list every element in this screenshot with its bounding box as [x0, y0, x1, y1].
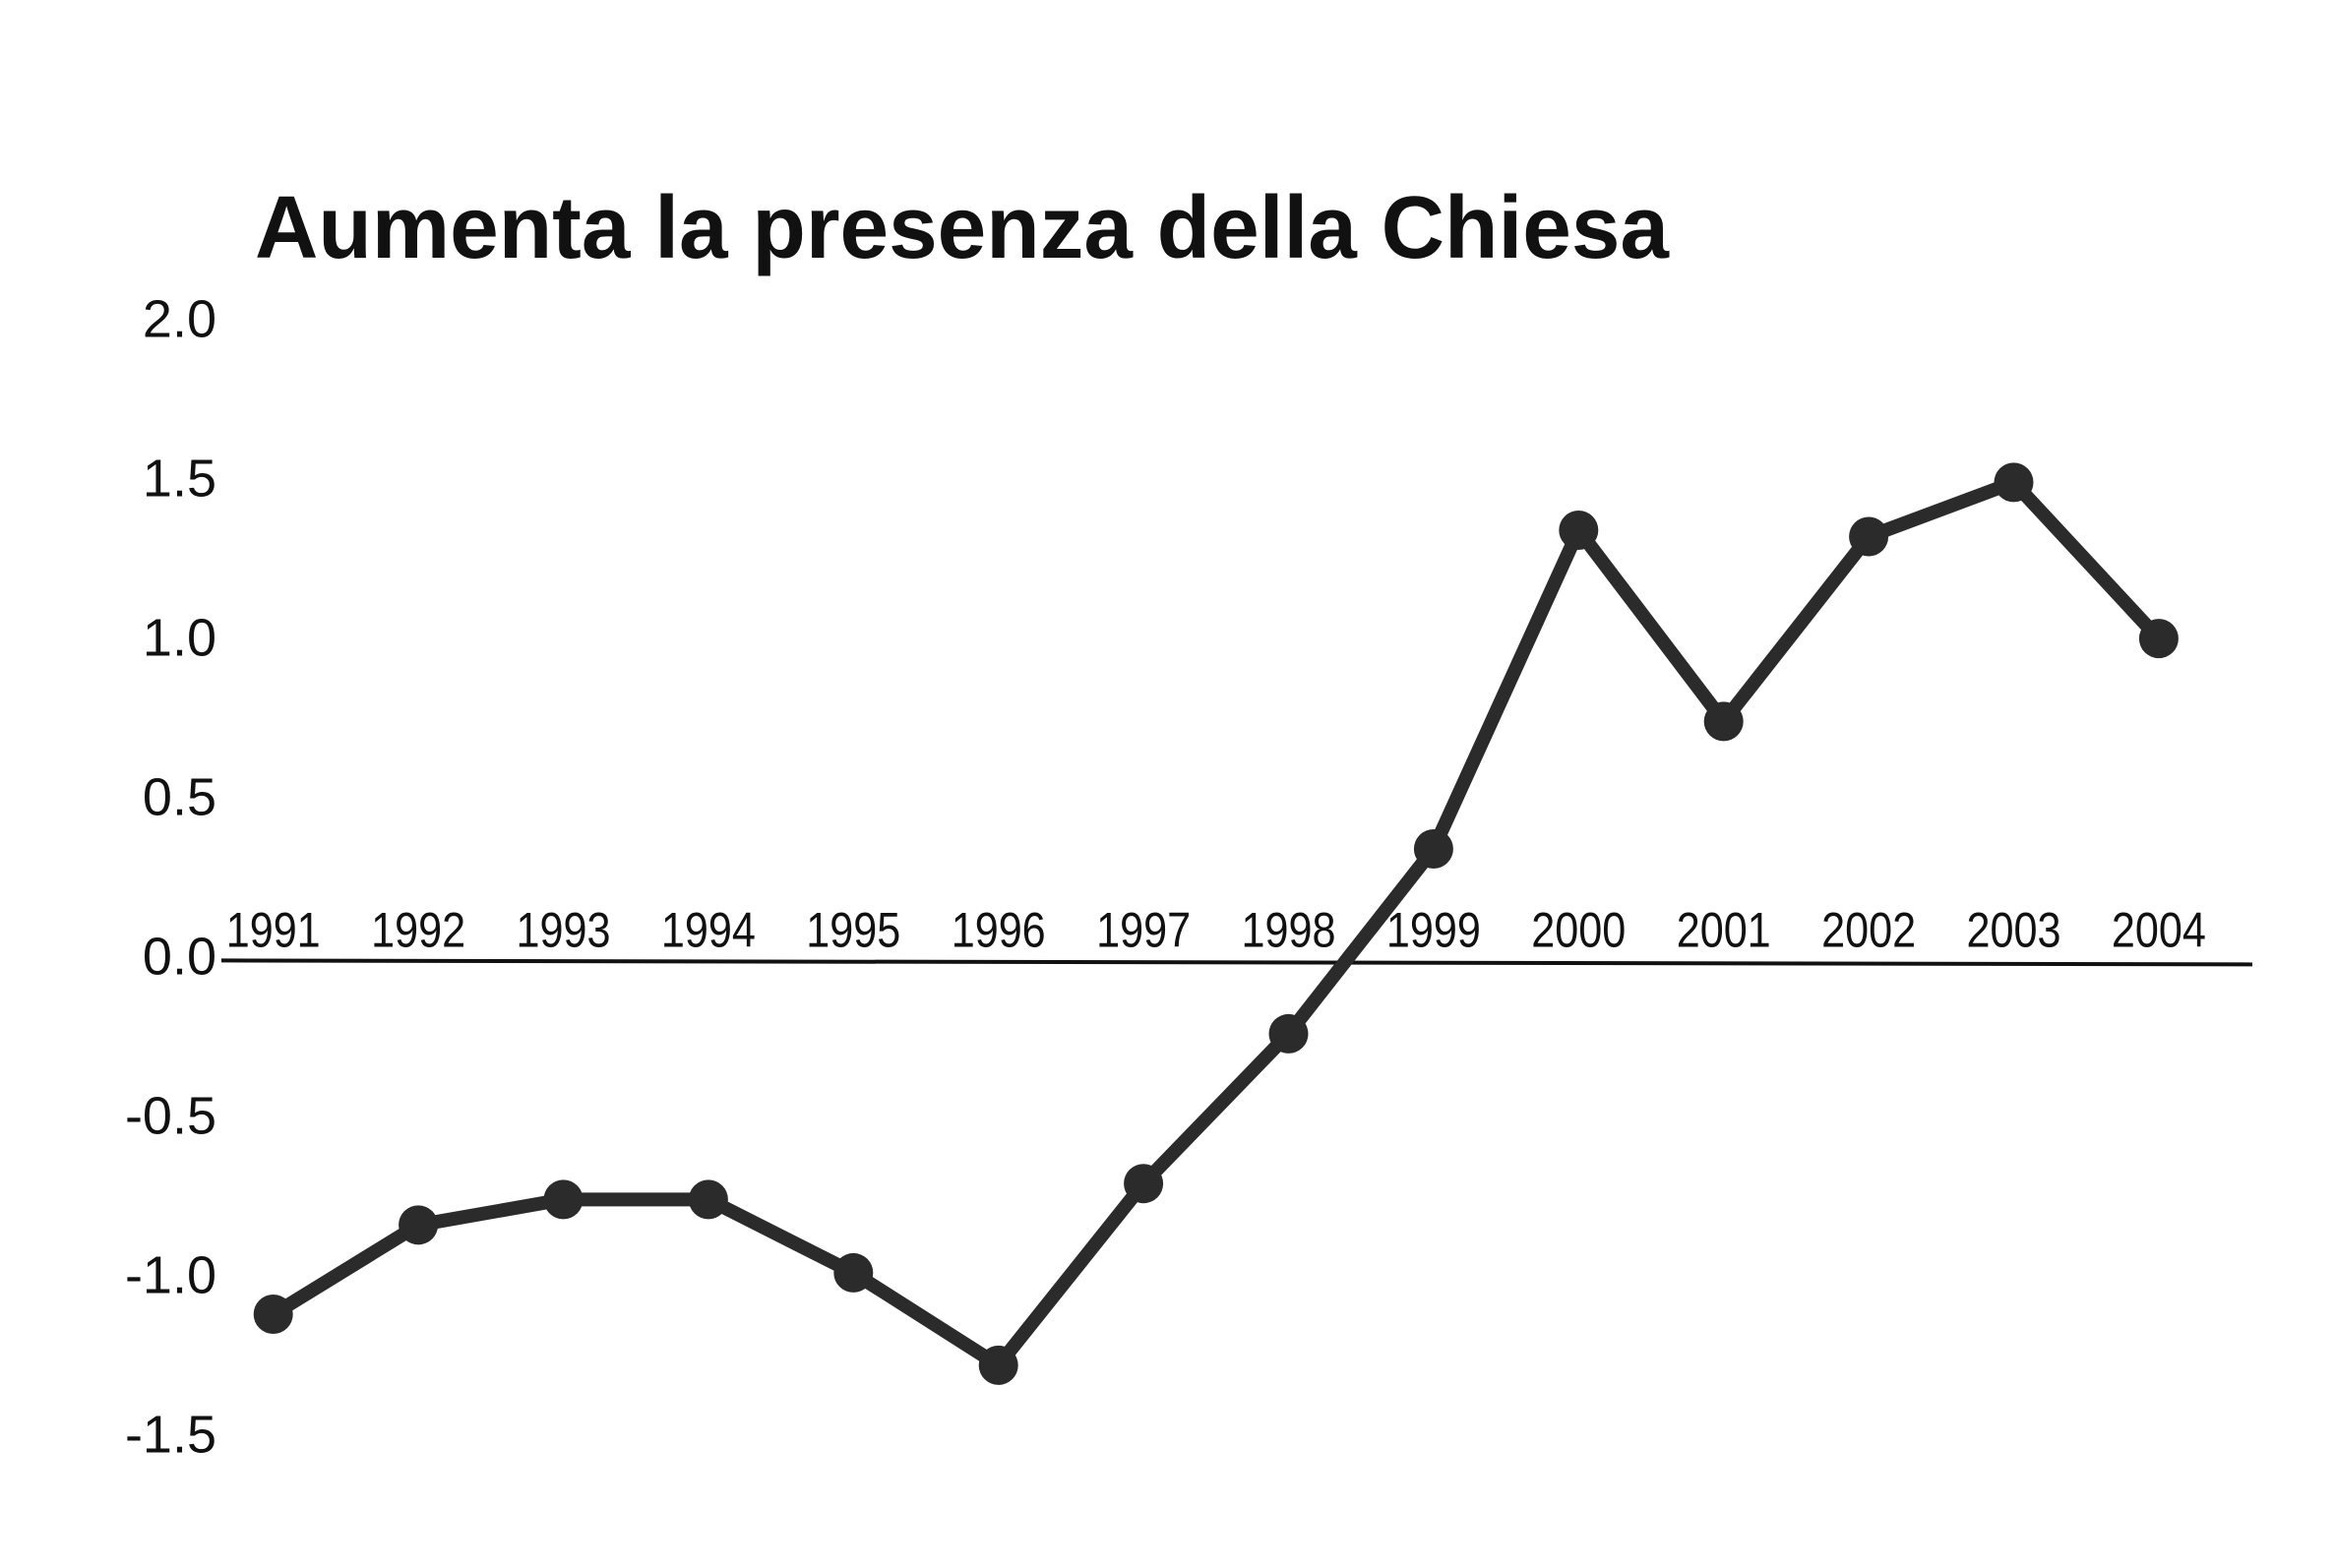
data-point [543, 1179, 584, 1220]
data-line [270, 475, 2165, 1372]
y-tick-label: 0.0 [143, 928, 216, 987]
y-tick-label: -0.5 [125, 1087, 216, 1146]
data-point [1268, 1013, 1309, 1054]
data-point [399, 1205, 439, 1245]
y-tick-label: 0.5 [143, 768, 216, 827]
data-point [978, 1345, 1018, 1385]
x-tick-label: 2002 [1821, 902, 1916, 957]
data-point [688, 1179, 728, 1220]
x-tick-label: 1994 [661, 902, 756, 957]
x-tick-label: 1992 [371, 902, 465, 957]
chart-title: Aumenta la presenza della Chiesa [255, 179, 1670, 277]
x-tick-label: 1997 [1096, 902, 1191, 957]
data-point [1124, 1164, 1164, 1204]
x-tick-label: 1999 [1386, 902, 1481, 957]
x-tick-label: 1998 [1242, 902, 1336, 957]
data-point [253, 1295, 293, 1335]
y-tick-label: -1.5 [125, 1406, 216, 1465]
data-point [1703, 701, 1744, 742]
x-tick-label: 1993 [517, 902, 611, 957]
x-tick-label: 2000 [1531, 902, 1626, 957]
x-tick-label: 2004 [2112, 902, 2206, 957]
data-point [1994, 462, 2034, 503]
data-point [1559, 511, 1599, 550]
y-tick-label: 2.0 [143, 290, 216, 349]
y-tick-label: -1.0 [125, 1246, 216, 1305]
zero-line [220, 958, 2253, 967]
x-tick-label: 1996 [952, 902, 1046, 957]
x-tick-label: 1995 [806, 902, 900, 957]
y-tick-label: 1.5 [143, 450, 216, 509]
data-point [833, 1252, 874, 1293]
x-tick-label: 2003 [1967, 902, 2061, 957]
y-tick-label: 1.0 [143, 609, 216, 668]
data-point [1413, 829, 1453, 869]
x-tick-label: 2001 [1677, 902, 1771, 957]
data-point [1849, 516, 1889, 557]
x-tick-label: 1991 [226, 902, 321, 957]
data-point [2138, 619, 2179, 659]
